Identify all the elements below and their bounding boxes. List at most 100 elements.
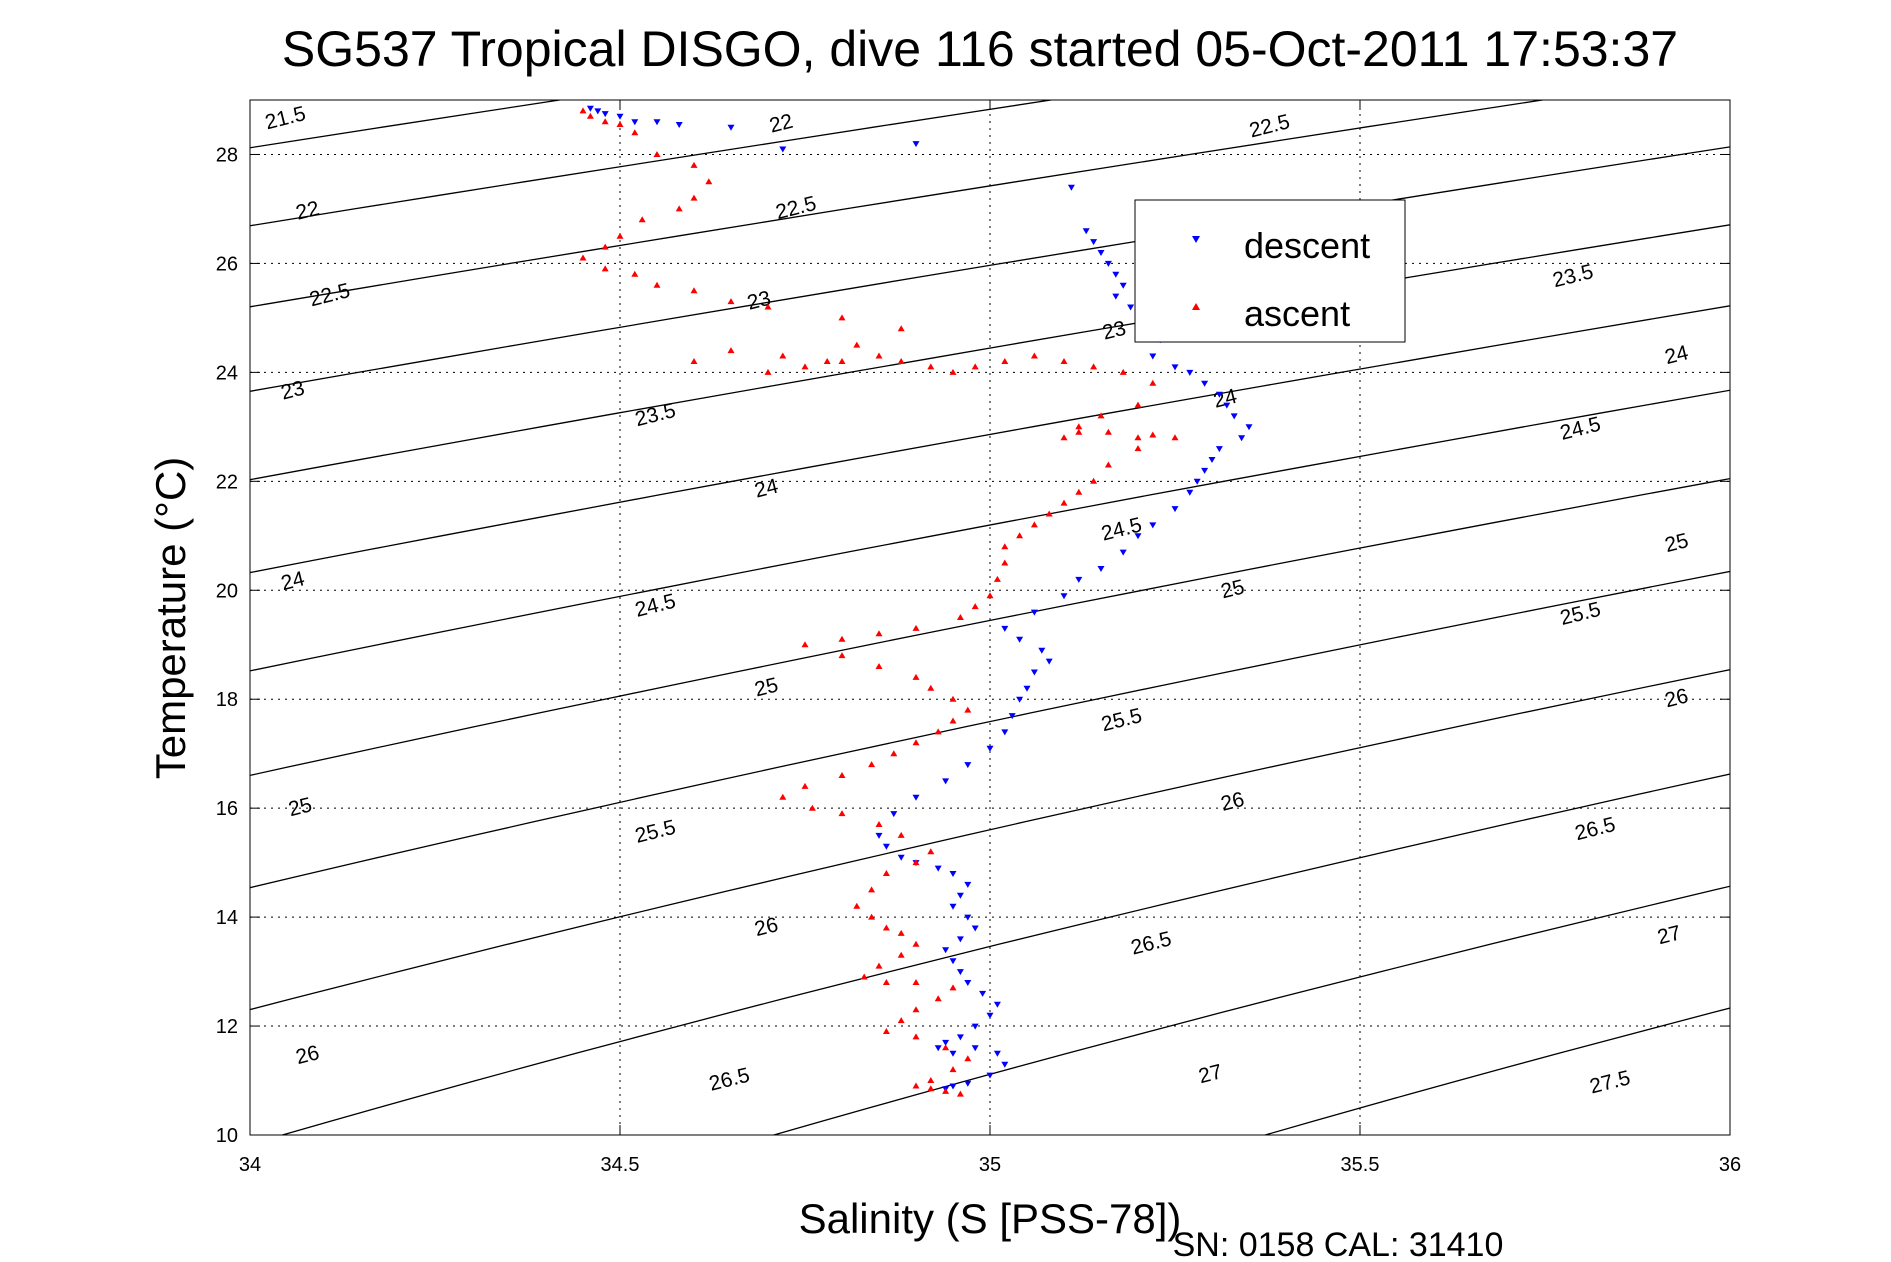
isopycnal-label: 23 bbox=[745, 287, 773, 315]
ascent-point bbox=[875, 352, 883, 359]
legend-descent-label: descent bbox=[1244, 225, 1370, 266]
ascent-point bbox=[912, 940, 920, 947]
descent-point bbox=[912, 141, 920, 148]
descent-point bbox=[956, 969, 964, 976]
ascent-point bbox=[1001, 559, 1009, 566]
ascent-point bbox=[949, 984, 957, 991]
descent-point bbox=[1171, 364, 1179, 371]
isopycnal-label: 24 bbox=[752, 475, 781, 503]
ascent-point bbox=[912, 859, 920, 866]
descent-point bbox=[993, 1001, 1001, 1008]
ascent-point bbox=[912, 624, 920, 631]
ascent-point bbox=[1104, 428, 1112, 435]
descent-point bbox=[956, 1034, 964, 1041]
ascent-point bbox=[1075, 423, 1083, 430]
ascent-point bbox=[653, 151, 661, 157]
isopycnal-label: 24 bbox=[279, 567, 308, 595]
ascent-point bbox=[882, 924, 890, 931]
ascent-point bbox=[949, 717, 957, 724]
ascent-point bbox=[942, 1044, 950, 1051]
descent-point bbox=[942, 778, 950, 785]
descent-point bbox=[882, 843, 890, 850]
ascent-point bbox=[1075, 428, 1083, 435]
ascent-point bbox=[601, 118, 609, 125]
ascent-point bbox=[897, 929, 905, 936]
descent-point bbox=[942, 1039, 950, 1046]
ascent-point bbox=[779, 352, 787, 359]
legend-box bbox=[1134, 199, 1406, 343]
ascent-point bbox=[616, 232, 624, 239]
descent-point bbox=[934, 865, 942, 872]
ascent-point bbox=[971, 603, 979, 610]
descent-point bbox=[964, 881, 972, 888]
descent-point bbox=[964, 1080, 972, 1087]
ascent-point bbox=[912, 1082, 920, 1089]
ascent-point bbox=[690, 194, 698, 201]
descent-point bbox=[964, 762, 972, 769]
ascent-point bbox=[882, 979, 890, 985]
descent-point bbox=[986, 1012, 994, 1019]
ascent-point bbox=[949, 1066, 957, 1073]
ascent-point bbox=[934, 995, 942, 1002]
isopycnal-line bbox=[250, 100, 1547, 308]
ascent-point bbox=[601, 243, 609, 250]
ascent-point bbox=[1090, 363, 1098, 370]
descent-point bbox=[971, 925, 979, 932]
isopycnal-line bbox=[250, 477, 1730, 777]
descent-point bbox=[1008, 713, 1016, 720]
descent-point bbox=[1097, 250, 1105, 256]
descent-point bbox=[912, 794, 920, 801]
ascent-point bbox=[912, 1033, 920, 1040]
ascent-point bbox=[912, 979, 920, 985]
ascent-point bbox=[838, 772, 846, 778]
descent-point bbox=[1193, 478, 1201, 485]
ascent-point bbox=[882, 1028, 890, 1034]
ascent-point bbox=[927, 848, 935, 855]
descent-point bbox=[934, 1045, 942, 1052]
ascent-point bbox=[956, 614, 964, 620]
descent-point bbox=[1201, 467, 1209, 474]
descent-point bbox=[1238, 435, 1246, 442]
ascent-point bbox=[860, 973, 868, 980]
isopycnal-label: 27 bbox=[1196, 1060, 1224, 1088]
descent-point bbox=[964, 980, 972, 986]
data-points bbox=[579, 105, 1253, 1097]
descent-point bbox=[675, 122, 683, 128]
descent-point bbox=[897, 854, 905, 861]
ascent-point bbox=[586, 112, 594, 119]
descent-point bbox=[993, 1050, 1001, 1057]
isopycnal-label: 26 bbox=[752, 913, 780, 941]
isopycnal-label: 25 bbox=[286, 793, 314, 821]
descent-point bbox=[964, 914, 972, 921]
ascent-point bbox=[1001, 543, 1009, 550]
isopycnal-label: 25 bbox=[752, 673, 780, 701]
ascent-point bbox=[1134, 401, 1142, 408]
isopycnal-label: 26 bbox=[1219, 788, 1247, 816]
descent-point bbox=[1067, 184, 1075, 191]
ascent-point bbox=[1171, 434, 1179, 441]
descent-point bbox=[875, 832, 883, 839]
isopycnal-label: 25 bbox=[1219, 575, 1247, 603]
ascent-point bbox=[1097, 412, 1105, 419]
ascent-point bbox=[942, 1087, 950, 1094]
ascent-point bbox=[690, 161, 698, 168]
isopycnal-line bbox=[771, 885, 1730, 1135]
ascent-point bbox=[764, 368, 772, 375]
descent-point bbox=[949, 1083, 957, 1090]
ascent-point bbox=[1149, 379, 1157, 386]
descent-point bbox=[1045, 658, 1053, 665]
descent-point bbox=[779, 146, 787, 153]
ascent-point bbox=[1045, 510, 1053, 517]
ascent-point bbox=[801, 641, 809, 648]
ascent-point bbox=[1016, 532, 1024, 539]
ascent-point bbox=[993, 575, 1001, 582]
isopycnal-line bbox=[250, 668, 1730, 1011]
y-tick-label: 22 bbox=[216, 471, 238, 493]
descent-point bbox=[1104, 260, 1112, 267]
ascent-point bbox=[838, 314, 846, 321]
ascent-point bbox=[949, 368, 957, 375]
descent-point bbox=[1230, 413, 1238, 420]
ascent-point bbox=[868, 761, 876, 768]
legend-ascent-marker bbox=[1192, 303, 1200, 310]
descent-point bbox=[1119, 282, 1127, 289]
